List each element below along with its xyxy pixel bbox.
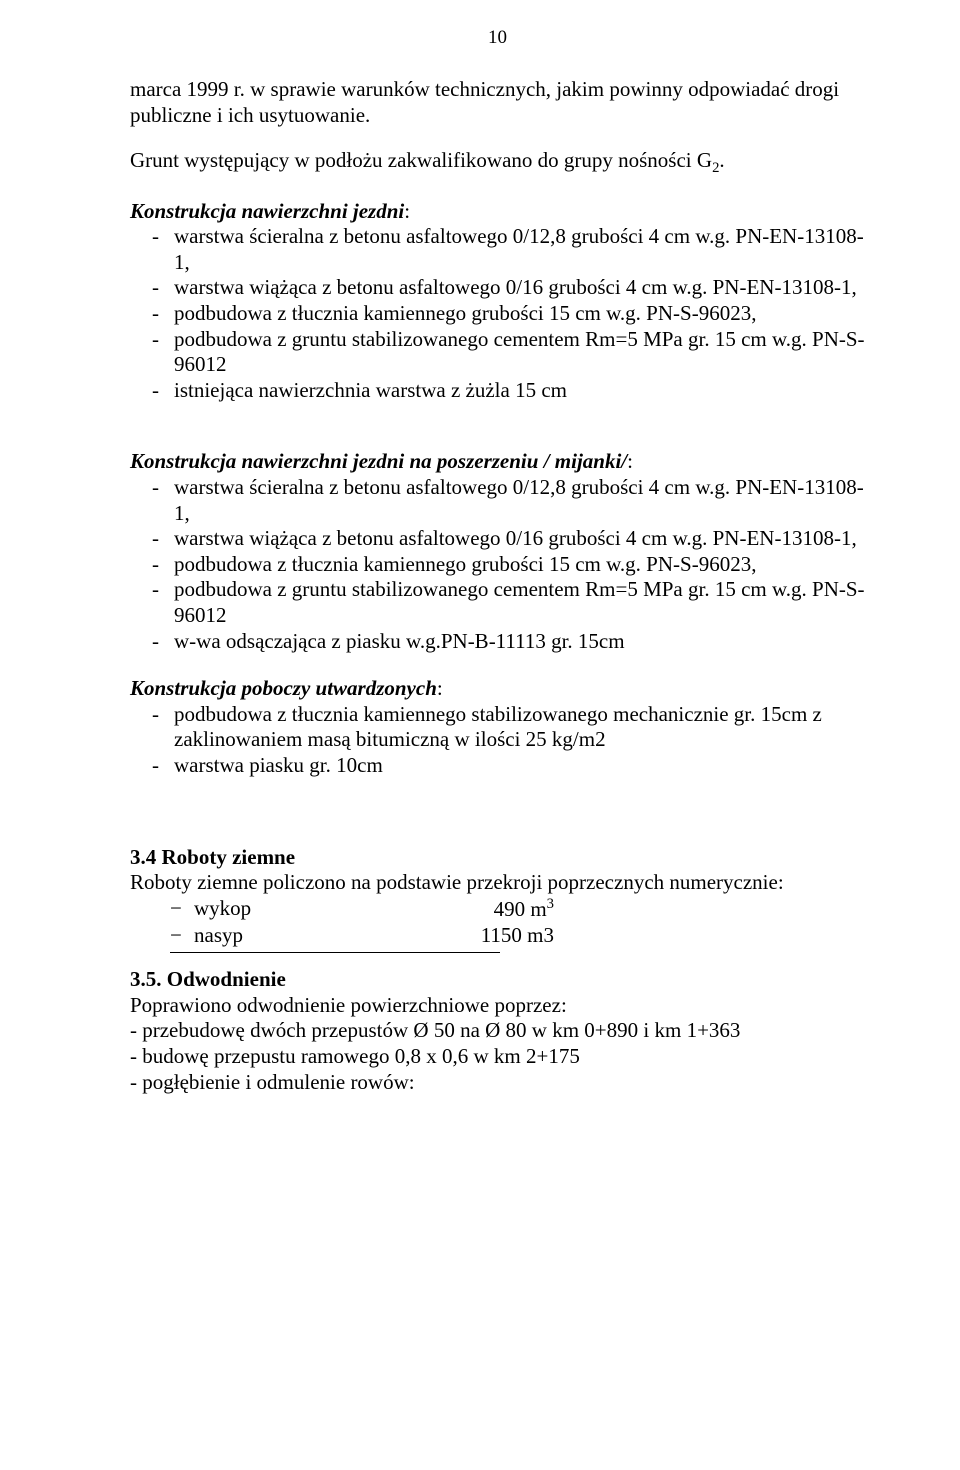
list-item: warstwa wiążąca z betonu asfaltowego 0/1… xyxy=(130,526,865,552)
list-item: warstwa piasku gr. 10cm xyxy=(130,753,865,779)
wykop-value: 490 m3 xyxy=(394,896,554,923)
section-5-heading: 3.5. Odwodnienie xyxy=(130,967,865,993)
section-3-list: podbudowa z tłucznia kamiennego stabiliz… xyxy=(130,702,865,779)
colon: : xyxy=(404,199,410,223)
intro-paragraph-2: Grunt występujący w podłożu zakwalifikow… xyxy=(130,148,865,178)
section-5-line-3: - pogłębienie i odmulenie rowów: xyxy=(130,1070,865,1096)
wykop-label: wykop xyxy=(194,896,394,923)
intro-2a: Grunt występujący w podłożu zakwalifikow… xyxy=(130,148,712,172)
divider-line xyxy=(170,952,500,953)
section-1-list: warstwa ścieralna z betonu asfaltowego 0… xyxy=(130,224,865,403)
intro-paragraph-1: marca 1999 r. w sprawie warunków technic… xyxy=(130,77,865,128)
list-item: warstwa ścieralna z betonu asfaltowego 0… xyxy=(130,224,865,275)
section-2-list: warstwa ścieralna z betonu asfaltowego 0… xyxy=(130,475,865,654)
section-2-title: Konstrukcja nawierzchni jezdni na poszer… xyxy=(130,449,627,473)
nasyp-label: nasyp xyxy=(194,923,394,949)
list-item: wykop 490 m3 xyxy=(130,896,865,923)
section-5-text: Poprawiono odwodnienie powierzchniowe po… xyxy=(130,993,865,1019)
nasyp-value: 1150 m3 xyxy=(394,923,554,949)
section-1-title: Konstrukcja nawierzchni jezdni xyxy=(130,199,404,223)
intro-2b: . xyxy=(719,148,724,172)
list-item: podbudowa z tłucznia kamiennego stabiliz… xyxy=(130,702,865,753)
section-3-title: Konstrukcja poboczy utwardzonych xyxy=(130,676,437,700)
page-number: 10 xyxy=(130,26,865,49)
list-item: podbudowa z gruntu stabilizowanego cemen… xyxy=(130,327,865,378)
list-item: nasyp 1150 m3 xyxy=(130,923,865,949)
section-2-heading: Konstrukcja nawierzchni jezdni na poszer… xyxy=(130,449,865,475)
section-3-heading: Konstrukcja poboczy utwardzonych: xyxy=(130,676,865,702)
section-4-heading: 3.4 Roboty ziemne xyxy=(130,845,865,871)
document-page: 10 marca 1999 r. w sprawie warunków tech… xyxy=(0,0,960,1470)
section-5-line-2: - budowę przepustu ramowego 0,8 x 0,6 w … xyxy=(130,1044,865,1070)
colon: : xyxy=(627,449,633,473)
list-item: warstwa wiążąca z betonu asfaltowego 0/1… xyxy=(130,275,865,301)
list-item: podbudowa z gruntu stabilizowanego cemen… xyxy=(130,577,865,628)
list-item: podbudowa z tłucznia kamiennego grubości… xyxy=(130,552,865,578)
section-4-list: wykop 490 m3 nasyp 1150 m3 xyxy=(130,896,865,948)
list-item: warstwa ścieralna z betonu asfaltowego 0… xyxy=(130,475,865,526)
section-1-heading: Konstrukcja nawierzchni jezdni: xyxy=(130,199,865,225)
list-item: podbudowa z tłucznia kamiennego grubości… xyxy=(130,301,865,327)
list-item: istniejąca nawierzchnia warstwa z żużla … xyxy=(130,378,865,404)
superscript-3: 3 xyxy=(547,896,554,912)
section-4-text: Roboty ziemne policzono na podstawie prz… xyxy=(130,870,865,896)
list-item: w-wa odsączająca z piasku w.g.PN-B-11113… xyxy=(130,629,865,655)
colon: : xyxy=(437,676,443,700)
section-5-line-1: - przebudowę dwóch przepustów Ø 50 na Ø … xyxy=(130,1018,865,1044)
